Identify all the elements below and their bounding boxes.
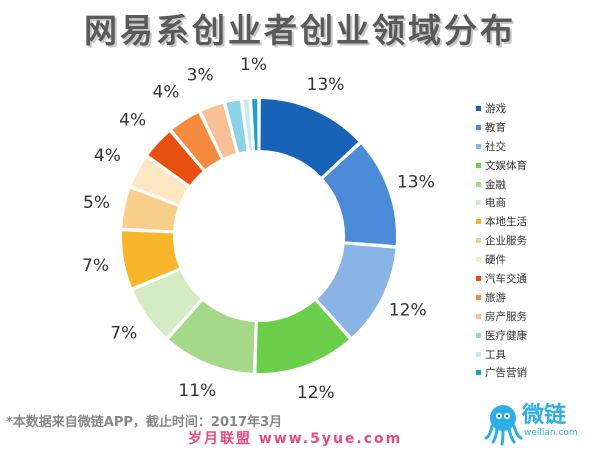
- logo-name: 微链: [522, 403, 567, 428]
- legend-label: 本地生活: [485, 216, 527, 229]
- legend-swatch: [476, 370, 481, 376]
- legend-swatch: [476, 313, 481, 319]
- data-label-4: 11%: [178, 381, 216, 401]
- legend-label: 硬件: [485, 254, 506, 267]
- legend-item: 汽车交通: [476, 269, 596, 288]
- legend-swatch: [476, 124, 481, 130]
- legend-label: 社交: [485, 140, 506, 153]
- data-label-8: 4%: [94, 146, 121, 166]
- legend-label: 医疗健康: [485, 329, 527, 342]
- footnote: *本数据来自微链APP，截止时间：2017年3月: [6, 415, 283, 430]
- legend-swatch: [476, 294, 481, 300]
- legend-swatch: [476, 257, 481, 263]
- legend-label: 房产服务: [485, 310, 527, 323]
- legend-swatch: [476, 351, 481, 357]
- octopus-logo-icon: [484, 405, 523, 446]
- data-label-3: 12%: [297, 383, 335, 403]
- legend-swatch: [476, 143, 481, 149]
- page-title: 网易系创业者创业领域分布: [84, 11, 516, 50]
- chart-legend: 游戏教育社交文娱体育金融电商本地生活企业服务硬件汽车交通旅游房产服务医疗健康工具…: [476, 99, 596, 382]
- legend-swatch: [476, 181, 481, 187]
- legend-item: 企业服务: [476, 231, 596, 250]
- legend-label: 旅游: [485, 291, 506, 304]
- legend-swatch: [476, 200, 481, 206]
- legend-swatch: [476, 162, 481, 168]
- legend-swatch: [476, 105, 481, 111]
- legend-label: 电商: [485, 197, 506, 210]
- legend-swatch: [476, 219, 481, 225]
- donut-slice-3: [254, 298, 352, 375]
- legend-label: 广告营销: [485, 367, 527, 380]
- legend-item: 房产服务: [476, 307, 596, 326]
- donut-slice-9: [145, 129, 206, 188]
- donut-slice-14: [250, 96, 260, 153]
- legend-label: 金融: [485, 178, 506, 191]
- legend-label: 汽车交通: [485, 272, 527, 285]
- donut-slice-5: [130, 267, 204, 340]
- data-label-2: 12%: [389, 301, 427, 321]
- legend-item: 硬件: [476, 250, 596, 269]
- legend-item: 电商: [476, 193, 596, 212]
- legend-item: 文娱体育: [476, 156, 596, 175]
- legend-item: 社交: [476, 137, 596, 156]
- data-label-9: 4%: [119, 110, 146, 130]
- legend-swatch: [476, 332, 481, 338]
- donut-slice-2: [314, 242, 398, 340]
- data-label-5: 7%: [110, 323, 137, 343]
- donut-slice-11: [199, 101, 239, 161]
- legend-item: 旅游: [476, 288, 596, 307]
- data-label-10: 4%: [153, 82, 180, 102]
- legend-swatch: [476, 238, 481, 244]
- donut-slice-7: [120, 186, 181, 233]
- donut-slice-8: [129, 155, 191, 207]
- logo-subtitle: weilian.com: [524, 428, 578, 438]
- legend-label: 教育: [485, 121, 506, 134]
- data-label-6: 7%: [82, 256, 109, 276]
- data-label-0: 13%: [307, 75, 345, 95]
- donut-slice-0: [258, 96, 362, 180]
- data-label-11: 3%: [187, 65, 214, 85]
- legend-swatch: [476, 275, 481, 281]
- legend-item: 本地生活: [476, 212, 596, 231]
- donut-slice-12: [223, 98, 249, 155]
- donut-slice-6: [120, 229, 182, 290]
- donut-slice-4: [166, 298, 257, 375]
- donut-slice-1: [320, 141, 398, 248]
- data-label-1: 13%: [397, 173, 435, 193]
- legend-label: 工具: [485, 348, 506, 361]
- donut-slice-13: [241, 97, 255, 153]
- legend-label: 游戏: [485, 102, 506, 115]
- watermark-text: 岁月联盟 www.5yue.com: [188, 431, 403, 447]
- data-label-14: 1%: [240, 55, 267, 75]
- donut-slice-10: [169, 110, 224, 172]
- legend-item: 游戏: [476, 99, 596, 118]
- legend-item: 教育: [476, 118, 596, 137]
- legend-item: 医疗健康: [476, 326, 596, 345]
- legend-item: 金融: [476, 175, 596, 194]
- legend-item: 工具: [476, 345, 596, 364]
- legend-label: 企业服务: [485, 235, 527, 248]
- legend-label: 文娱体育: [485, 159, 527, 172]
- data-label-7: 5%: [83, 193, 110, 213]
- legend-item: 广告营销: [476, 363, 596, 382]
